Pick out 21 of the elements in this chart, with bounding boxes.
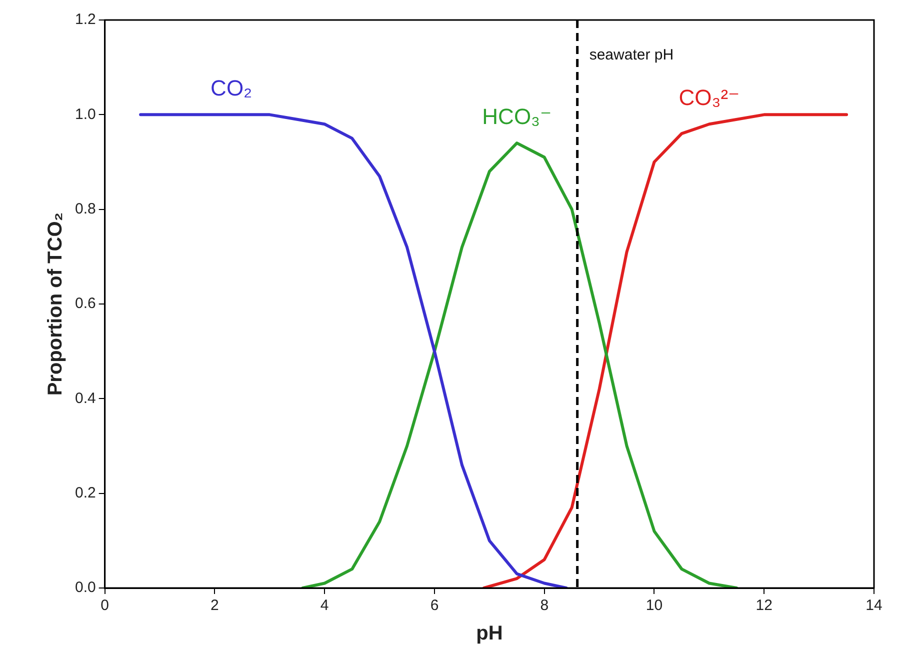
y-tick-label: 1.0 [74,106,96,123]
y-tick-label: 0.2 [74,484,96,502]
x-tick-label: 6 [430,597,439,614]
ref-line-label: seawater pH [589,46,674,64]
x-tick-label: 4 [320,597,329,614]
y-tick-label: 0.8 [74,200,96,218]
x-tick-label: 8 [540,597,549,614]
x-tick-label: 14 [866,597,882,614]
x-tick-label: 2 [210,597,219,614]
series-label: CO₂ [210,76,252,101]
x-tick-label: 12 [756,597,772,614]
x-axis-title: pH [476,622,503,645]
x-tick-label: 0 [100,597,110,614]
y-tick-label: 0.0 [74,579,96,596]
y-axis-title: Proportion of TCO₂ [44,212,67,396]
series-label: CO₃²⁻ [678,85,740,110]
y-tick-label: 1.2 [74,11,96,28]
y-tick-label: 0.6 [74,295,96,312]
x-tick-label: 10 [646,597,663,614]
series-label: HCO₃⁻ [482,104,552,130]
y-tick-label: 0.4 [74,390,96,407]
